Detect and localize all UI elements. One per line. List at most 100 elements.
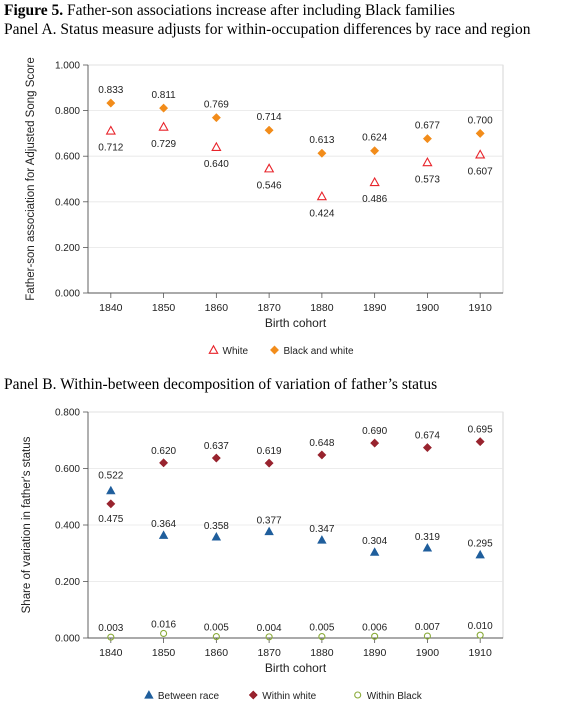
x-axis-title: Birth cohort bbox=[265, 316, 327, 330]
figure-title-text: Father-son associations increase after i… bbox=[67, 2, 455, 19]
legend-label: Within Black bbox=[367, 691, 423, 702]
data-point bbox=[317, 148, 327, 158]
data-point bbox=[422, 443, 432, 453]
x-tick-label: 1850 bbox=[152, 647, 176, 659]
data-point bbox=[423, 632, 431, 640]
data-label: 0.695 bbox=[468, 425, 493, 436]
data-label: 0.377 bbox=[257, 515, 282, 526]
data-point bbox=[212, 633, 220, 641]
data-point bbox=[211, 113, 221, 123]
figure-title: Figure 5. Father-son associations increa… bbox=[4, 2, 455, 20]
x-tick-label: 1860 bbox=[205, 647, 229, 659]
y-tick-label: 0.000 bbox=[55, 634, 80, 645]
data-label: 0.573 bbox=[415, 174, 440, 185]
x-tick-label: 1890 bbox=[363, 647, 387, 659]
data-label: 0.295 bbox=[468, 539, 493, 550]
data-label: 0.304 bbox=[362, 536, 387, 547]
data-label: 0.674 bbox=[415, 431, 440, 442]
x-tick-label: 1840 bbox=[99, 647, 123, 659]
data-label: 0.607 bbox=[468, 167, 493, 178]
data-point bbox=[106, 499, 116, 509]
y-tick-label: 0.200 bbox=[55, 577, 80, 588]
data-label: 0.769 bbox=[204, 100, 229, 111]
data-point bbox=[475, 149, 486, 159]
data-point bbox=[475, 549, 485, 559]
data-label: 0.620 bbox=[151, 446, 176, 457]
data-label: 0.613 bbox=[309, 135, 334, 146]
x-tick-label: 1860 bbox=[205, 302, 229, 314]
data-point bbox=[369, 547, 380, 556]
data-label: 0.677 bbox=[415, 121, 440, 132]
data-point bbox=[105, 125, 116, 135]
legend-label: Within white bbox=[262, 691, 316, 702]
legend-marker bbox=[354, 691, 362, 699]
x-tick-label: 1880 bbox=[310, 302, 334, 314]
y-tick-label: 0.800 bbox=[55, 106, 80, 117]
data-point bbox=[158, 530, 169, 539]
data-point bbox=[106, 98, 116, 108]
data-label: 0.624 bbox=[362, 133, 387, 144]
plot-frame bbox=[87, 64, 504, 294]
data-point bbox=[422, 157, 433, 167]
data-label: 0.010 bbox=[468, 621, 493, 632]
panel-a-title: Panel A. Status measure adjusts for with… bbox=[4, 21, 531, 38]
data-label: 0.640 bbox=[204, 159, 229, 170]
data-point bbox=[158, 121, 169, 131]
panel-a-chart: 0.000 0.200 0.400 0.600 0.800 1.000 1840 1850 18… bbox=[25, 57, 504, 357]
data-point bbox=[476, 631, 484, 639]
data-label: 0.005 bbox=[309, 623, 334, 634]
x-tick-label: 1850 bbox=[152, 302, 176, 314]
data-point bbox=[318, 633, 326, 641]
data-point bbox=[264, 526, 274, 536]
data-label: 0.364 bbox=[151, 519, 176, 530]
x-tick-label: 1870 bbox=[257, 647, 281, 659]
y-tick-label: 0.200 bbox=[55, 243, 80, 254]
y-tick-label: 0.000 bbox=[55, 289, 80, 300]
data-label: 0.005 bbox=[204, 623, 229, 634]
y-tick-label: 0.600 bbox=[55, 464, 80, 475]
data-point bbox=[211, 532, 222, 541]
legend-label: Between race bbox=[158, 691, 220, 702]
data-point bbox=[422, 543, 433, 552]
y-tick-label: 0.400 bbox=[55, 521, 80, 532]
data-point bbox=[107, 633, 115, 641]
x-tick-label: 1900 bbox=[416, 647, 440, 659]
data-point bbox=[317, 450, 327, 460]
x-tick-label: 1880 bbox=[310, 647, 334, 659]
data-label: 0.003 bbox=[98, 623, 123, 634]
legend-marker bbox=[208, 344, 219, 354]
data-label: 0.522 bbox=[98, 471, 123, 482]
data-point bbox=[369, 176, 380, 187]
data-label: 0.729 bbox=[151, 139, 176, 150]
legend-label: Black and white bbox=[284, 346, 354, 357]
data-point bbox=[475, 437, 485, 447]
x-tick-label: 1910 bbox=[468, 647, 492, 659]
data-label: 0.424 bbox=[309, 208, 334, 219]
figure-label: Figure 5. bbox=[4, 2, 64, 19]
data-label: 0.700 bbox=[468, 115, 493, 126]
x-tick-label: 1840 bbox=[99, 302, 123, 314]
y-axis-title: Father-son association for Adjusted Song… bbox=[25, 57, 37, 301]
legend-marker bbox=[269, 345, 280, 355]
data-label: 0.619 bbox=[257, 446, 282, 457]
data-label: 0.690 bbox=[362, 426, 387, 437]
data-point bbox=[422, 134, 432, 144]
y-tick-label: 0.400 bbox=[55, 197, 80, 208]
x-tick-label: 1890 bbox=[363, 302, 387, 314]
y-axis-title: Share of variation in father's status bbox=[21, 436, 33, 613]
x-tick-label: 1870 bbox=[257, 302, 281, 314]
data-point bbox=[263, 163, 275, 173]
data-label: 0.358 bbox=[204, 521, 229, 532]
data-label: 0.016 bbox=[151, 619, 176, 630]
data-label: 0.007 bbox=[415, 622, 440, 633]
data-point bbox=[370, 146, 380, 156]
data-point bbox=[317, 535, 327, 544]
data-point bbox=[264, 458, 274, 468]
panel-b-chart: 0.000 0.200 0.400 0.600 0.800 1840 1850 1860 187… bbox=[21, 408, 504, 702]
legend-marker bbox=[248, 690, 258, 700]
data-point bbox=[211, 141, 222, 151]
data-label: 0.811 bbox=[151, 90, 176, 101]
data-point bbox=[475, 128, 485, 138]
x-tick-label: 1910 bbox=[468, 302, 492, 314]
data-point bbox=[160, 629, 168, 638]
